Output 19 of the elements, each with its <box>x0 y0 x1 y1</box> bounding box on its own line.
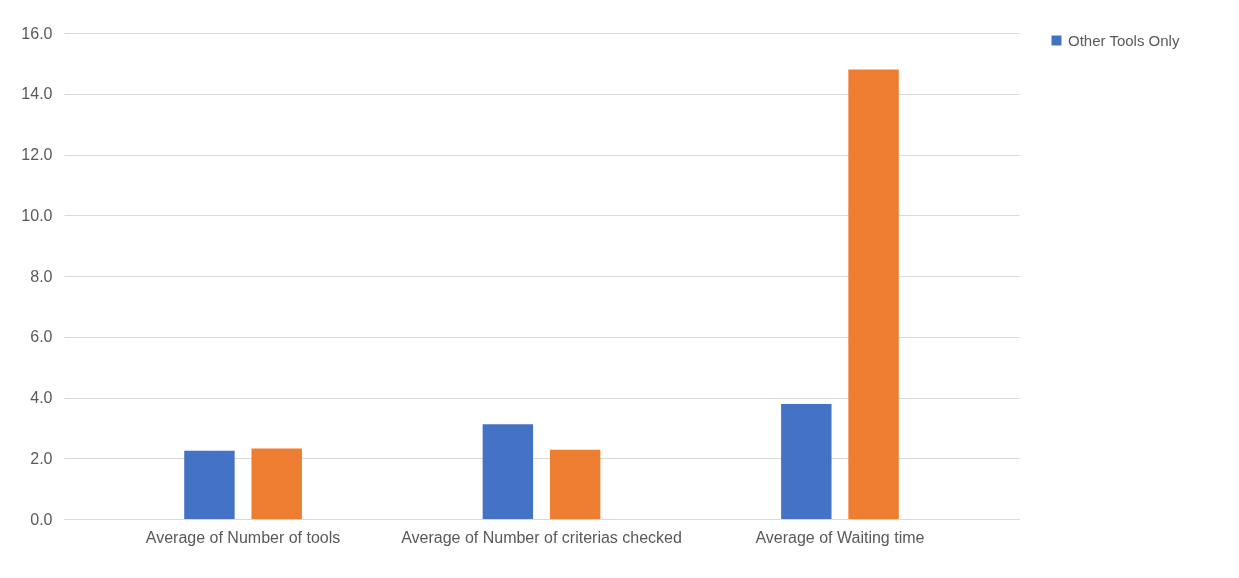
bar <box>482 424 534 519</box>
y-tick-label: 2.0 <box>30 449 53 467</box>
x-tick-label: Average of Waiting time <box>755 528 925 546</box>
y-tick-label: 8.0 <box>30 267 53 285</box>
x-tick-label: Average of Number of tools <box>145 528 341 546</box>
bar <box>781 403 832 519</box>
y-tick-label: 6.0 <box>30 328 53 346</box>
bar <box>184 450 235 519</box>
y-tick-label: 0.0 <box>30 510 53 528</box>
legend-label: Other Tools Only <box>1068 31 1180 49</box>
bar <box>549 449 601 519</box>
y-tick-label: 16.0 <box>21 24 53 42</box>
y-tick-label: 12.0 <box>21 146 53 163</box>
bar <box>251 448 302 519</box>
bar <box>848 69 899 519</box>
y-tick-label: 4.0 <box>30 389 53 406</box>
x-tick-label: Average of Number of criterias checked <box>401 528 682 546</box>
y-tick-label: 14.0 <box>21 85 53 103</box>
y-tick-label: 10.0 <box>21 206 53 224</box>
